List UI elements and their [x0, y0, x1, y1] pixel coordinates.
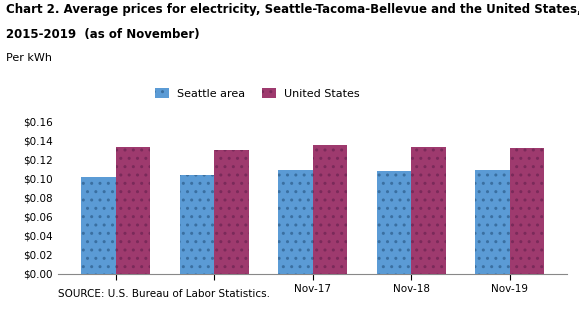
Bar — [510, 148, 544, 274]
Legend: Seattle area, United States: Seattle area, United States — [155, 88, 360, 99]
Text: SOURCE: U.S. Bureau of Labor Statistics.: SOURCE: U.S. Bureau of Labor Statistics. — [58, 289, 270, 299]
Bar — [179, 175, 214, 274]
Bar — [116, 147, 150, 274]
Bar — [81, 177, 116, 274]
Text: 2015-2019  (as of November): 2015-2019 (as of November) — [6, 28, 199, 41]
Text: Per kWh: Per kWh — [6, 53, 52, 63]
Bar — [278, 170, 313, 274]
Bar — [411, 147, 446, 274]
Bar — [214, 150, 248, 274]
Bar — [475, 170, 510, 274]
Bar — [377, 171, 411, 274]
Bar — [313, 145, 347, 274]
Text: Chart 2. Average prices for electricity, Seattle-Tacoma-Bellevue and the United : Chart 2. Average prices for electricity,… — [6, 3, 579, 16]
